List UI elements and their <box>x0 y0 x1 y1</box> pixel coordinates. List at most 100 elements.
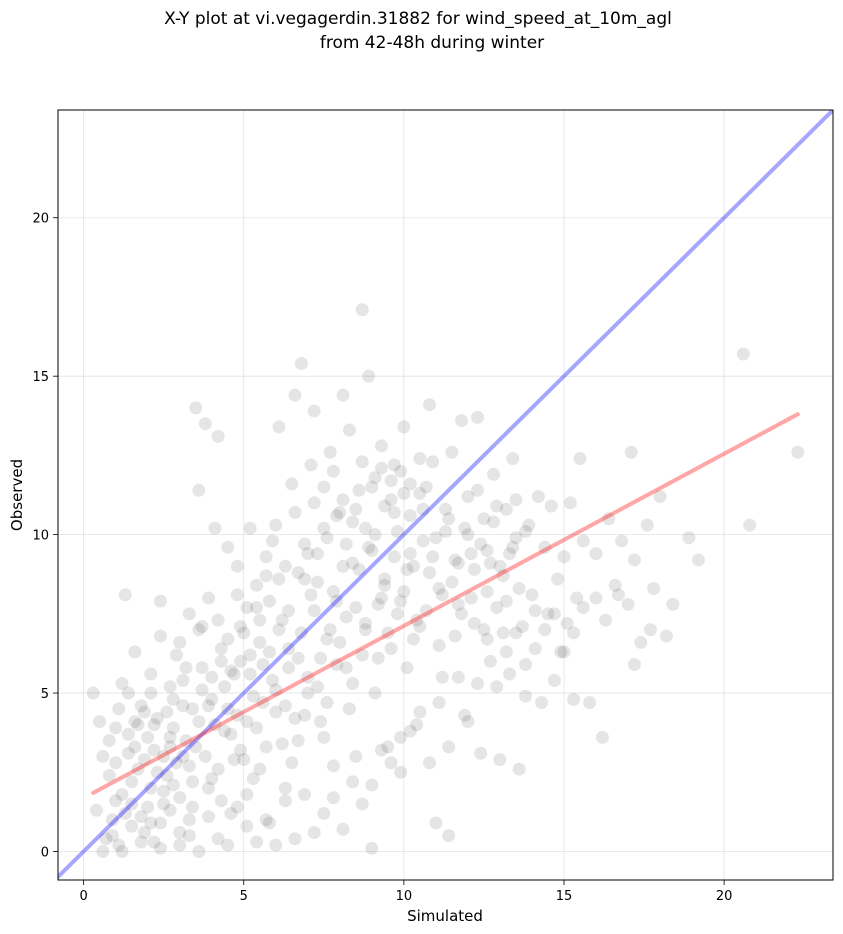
data-point <box>541 607 555 621</box>
data-point <box>525 588 539 602</box>
data-point <box>227 753 241 767</box>
data-point <box>490 600 504 614</box>
data-point <box>611 588 625 602</box>
data-point <box>230 559 244 573</box>
data-point <box>371 651 385 665</box>
data-point <box>410 718 424 732</box>
data-point <box>519 689 533 703</box>
data-point <box>301 670 315 684</box>
data-point <box>304 458 318 472</box>
data-point <box>323 623 337 637</box>
data-point <box>115 677 129 691</box>
data-point <box>451 670 465 684</box>
data-point <box>576 600 590 614</box>
data-point <box>137 825 151 839</box>
data-point <box>493 753 507 767</box>
data-point <box>112 838 126 852</box>
data-point <box>547 673 561 687</box>
data-point <box>419 604 433 618</box>
data-point <box>368 686 382 700</box>
data-point <box>202 591 216 605</box>
data-point <box>483 556 497 570</box>
data-point <box>294 356 308 370</box>
data-point <box>102 734 116 748</box>
data-point <box>397 486 411 500</box>
data-point <box>157 797 171 811</box>
data-point <box>144 686 158 700</box>
data-point <box>259 813 273 827</box>
data-point <box>506 452 520 466</box>
data-point <box>471 410 485 424</box>
data-point <box>205 670 219 684</box>
data-point <box>118 588 132 602</box>
data-point <box>202 699 216 713</box>
data-point <box>467 616 481 630</box>
data-point <box>272 623 286 637</box>
data-point <box>330 658 344 672</box>
data-point <box>455 607 469 621</box>
data-point <box>214 642 228 656</box>
data-point <box>262 816 276 830</box>
data-point <box>272 572 286 586</box>
data-point <box>445 445 459 459</box>
plot-frame <box>57 109 834 881</box>
data-point <box>166 692 180 706</box>
data-point <box>256 658 270 672</box>
data-point <box>240 787 254 801</box>
data-point <box>102 768 116 782</box>
data-point <box>150 765 164 779</box>
data-point <box>512 762 526 776</box>
data-point <box>211 429 225 443</box>
data-point <box>653 490 667 504</box>
data-point <box>157 784 171 798</box>
data-point <box>589 591 603 605</box>
data-point <box>355 455 369 469</box>
data-point <box>509 626 523 640</box>
data-point <box>202 781 216 795</box>
data-point <box>394 464 408 478</box>
data-point <box>192 715 206 729</box>
data-point <box>419 480 433 494</box>
data-point <box>307 604 321 618</box>
data-point <box>589 547 603 561</box>
data-point <box>503 547 517 561</box>
data-point <box>426 550 440 564</box>
data-point <box>371 597 385 611</box>
data-point <box>378 578 392 592</box>
data-point <box>496 626 510 640</box>
data-point <box>326 585 340 599</box>
data-point <box>429 531 443 545</box>
data-point <box>121 727 135 741</box>
data-point <box>474 746 488 760</box>
data-point <box>349 502 363 516</box>
data-point <box>522 518 536 532</box>
data-point <box>515 620 529 634</box>
data-point <box>560 616 574 630</box>
data-point <box>442 512 456 526</box>
data-point <box>237 753 251 767</box>
data-point <box>310 547 324 561</box>
data-points <box>86 303 805 858</box>
data-point <box>538 623 552 637</box>
data-point <box>451 597 465 611</box>
data-point <box>346 556 360 570</box>
data-point <box>461 528 475 542</box>
data-point <box>163 680 177 694</box>
data-point <box>394 730 408 744</box>
data-point <box>109 756 123 770</box>
data-point <box>535 696 549 710</box>
data-point <box>647 581 661 595</box>
y-tick-label: 0 <box>41 845 49 860</box>
data-point <box>538 540 552 554</box>
data-point <box>157 749 171 763</box>
data-point <box>221 702 235 716</box>
data-point <box>333 635 347 649</box>
data-point <box>288 388 302 402</box>
data-point <box>221 632 235 646</box>
data-point <box>336 388 350 402</box>
x-tick-label: 20 <box>716 889 733 904</box>
data-point <box>384 642 398 656</box>
data-point <box>307 825 321 839</box>
